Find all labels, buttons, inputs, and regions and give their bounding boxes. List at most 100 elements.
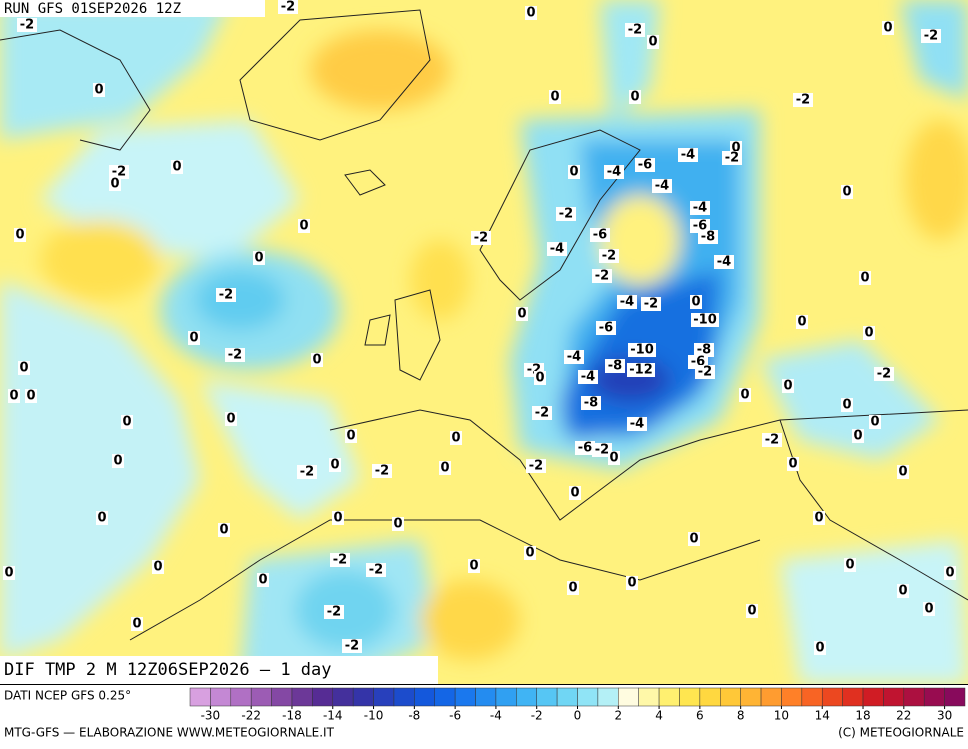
contour-label-box xyxy=(297,465,317,479)
colorbar-swatch xyxy=(434,687,456,707)
contour-label-box xyxy=(626,576,638,590)
contour-label: 0 xyxy=(853,429,862,444)
contour-label-box xyxy=(617,295,637,309)
contour-label: 0 xyxy=(898,584,907,599)
colorbar-swatch xyxy=(618,687,639,707)
contour-label-box xyxy=(216,288,236,302)
colorbar-tick-label: 6 xyxy=(696,709,704,723)
colorbar-tick-label: 2 xyxy=(614,709,622,723)
contour-label: 0 xyxy=(788,457,797,472)
contour-label: 0 xyxy=(627,576,636,591)
contour-label: 0 xyxy=(172,160,181,175)
contour-label: 0 xyxy=(132,617,141,632)
contour-label-box xyxy=(690,219,710,233)
contour-label: -2 xyxy=(219,288,233,303)
colorbar-tick-label: -22 xyxy=(241,709,261,723)
colorbar-swatch xyxy=(862,687,884,707)
contour-label: -4 xyxy=(655,179,669,194)
colorbar-tick-label: -4 xyxy=(490,709,502,723)
contour-label-box xyxy=(468,559,480,573)
contour-label: 0 xyxy=(189,331,198,346)
colorbar-swatch xyxy=(393,687,415,707)
contour-label-box xyxy=(921,29,941,43)
contour-label: -4 xyxy=(620,295,634,310)
contour-label-box xyxy=(564,350,584,364)
contour-label: 0 xyxy=(517,307,526,322)
contour-label: -2 xyxy=(333,553,347,568)
contour-label-box xyxy=(592,269,612,283)
contour-label-box xyxy=(567,581,579,595)
contour-label-box xyxy=(253,251,265,265)
contour-label: 0 xyxy=(860,271,869,286)
contour-label: 0 xyxy=(797,315,806,330)
contour-label: 0 xyxy=(689,532,698,547)
contour-label-box xyxy=(25,389,37,403)
colorbar-tick-label: -30 xyxy=(201,709,221,723)
contour-label-box xyxy=(691,313,719,327)
contour-label-box xyxy=(694,343,714,357)
colorbar-swatch xyxy=(189,687,211,707)
contour-label: -2 xyxy=(644,297,658,312)
contour-label: 0 xyxy=(898,465,907,480)
contour-label: -4 xyxy=(681,148,695,163)
colorbar-swatch xyxy=(842,687,864,707)
colorbar-swatch xyxy=(821,687,843,707)
contour-label: 0 xyxy=(333,511,342,526)
colorbar-swatch xyxy=(740,687,762,707)
contour-label-box xyxy=(526,459,546,473)
contour-label: -2 xyxy=(327,605,341,620)
contour-label-box xyxy=(695,365,715,379)
contour-label-box xyxy=(678,148,698,162)
contour-label: 0 xyxy=(691,295,700,310)
contour-label: -8 xyxy=(697,343,711,358)
contour-label-box xyxy=(330,553,350,567)
contour-label-box xyxy=(3,566,15,580)
colorbar-tick-label: -6 xyxy=(449,709,461,723)
contour-label: 0 xyxy=(219,523,228,538)
contour-label: -2 xyxy=(281,0,295,15)
contour-label: 0 xyxy=(864,326,873,341)
contour-label: -8 xyxy=(701,230,715,245)
contour-label-box xyxy=(439,461,451,475)
colorbar-swatch xyxy=(801,687,823,707)
contour-label-box xyxy=(688,532,700,546)
colorbar-swatch xyxy=(475,687,497,707)
colorbar-swatch xyxy=(373,687,395,707)
contour-label-box xyxy=(814,641,826,655)
contour-label-box xyxy=(739,388,751,402)
contour-label: 0 xyxy=(568,581,577,596)
contour-label-box xyxy=(628,343,656,357)
contour-label-box xyxy=(17,18,37,32)
contour-label-box xyxy=(897,465,909,479)
contour-label-box xyxy=(844,558,856,572)
contour-label: -2 xyxy=(559,207,573,222)
colorbar-swatch xyxy=(291,687,313,707)
colorbar-swatch xyxy=(414,687,435,707)
colorbar-tick-label: 14 xyxy=(815,709,830,723)
contour-label-box xyxy=(841,398,853,412)
contour-label-box xyxy=(532,406,552,420)
colorbar-swatch xyxy=(597,687,619,707)
contour-label: -2 xyxy=(112,165,126,180)
contour-label: 0 xyxy=(113,454,122,469)
colorbar-swatch xyxy=(699,687,721,707)
colorbar-swatch xyxy=(516,687,537,707)
contour-label: 0 xyxy=(312,353,321,368)
contour-label-box xyxy=(578,370,598,384)
contour-label-box xyxy=(944,566,956,580)
contour-label: -2 xyxy=(765,433,779,448)
contour-label: -8 xyxy=(584,396,598,411)
contour-label: 0 xyxy=(258,573,267,588)
colorbar-tick-label: 30 xyxy=(937,709,952,723)
contour-label-box xyxy=(605,359,625,373)
map xyxy=(0,0,968,684)
contour-label-box xyxy=(852,429,864,443)
contour-label: -12 xyxy=(629,363,653,378)
contour-label-box xyxy=(96,511,108,525)
contour-label-box xyxy=(372,464,392,478)
contour-label: 0 xyxy=(747,604,756,619)
contour-label: 0 xyxy=(97,511,106,526)
contour-label: -6 xyxy=(578,441,592,456)
contour-label: 0 xyxy=(535,371,544,386)
